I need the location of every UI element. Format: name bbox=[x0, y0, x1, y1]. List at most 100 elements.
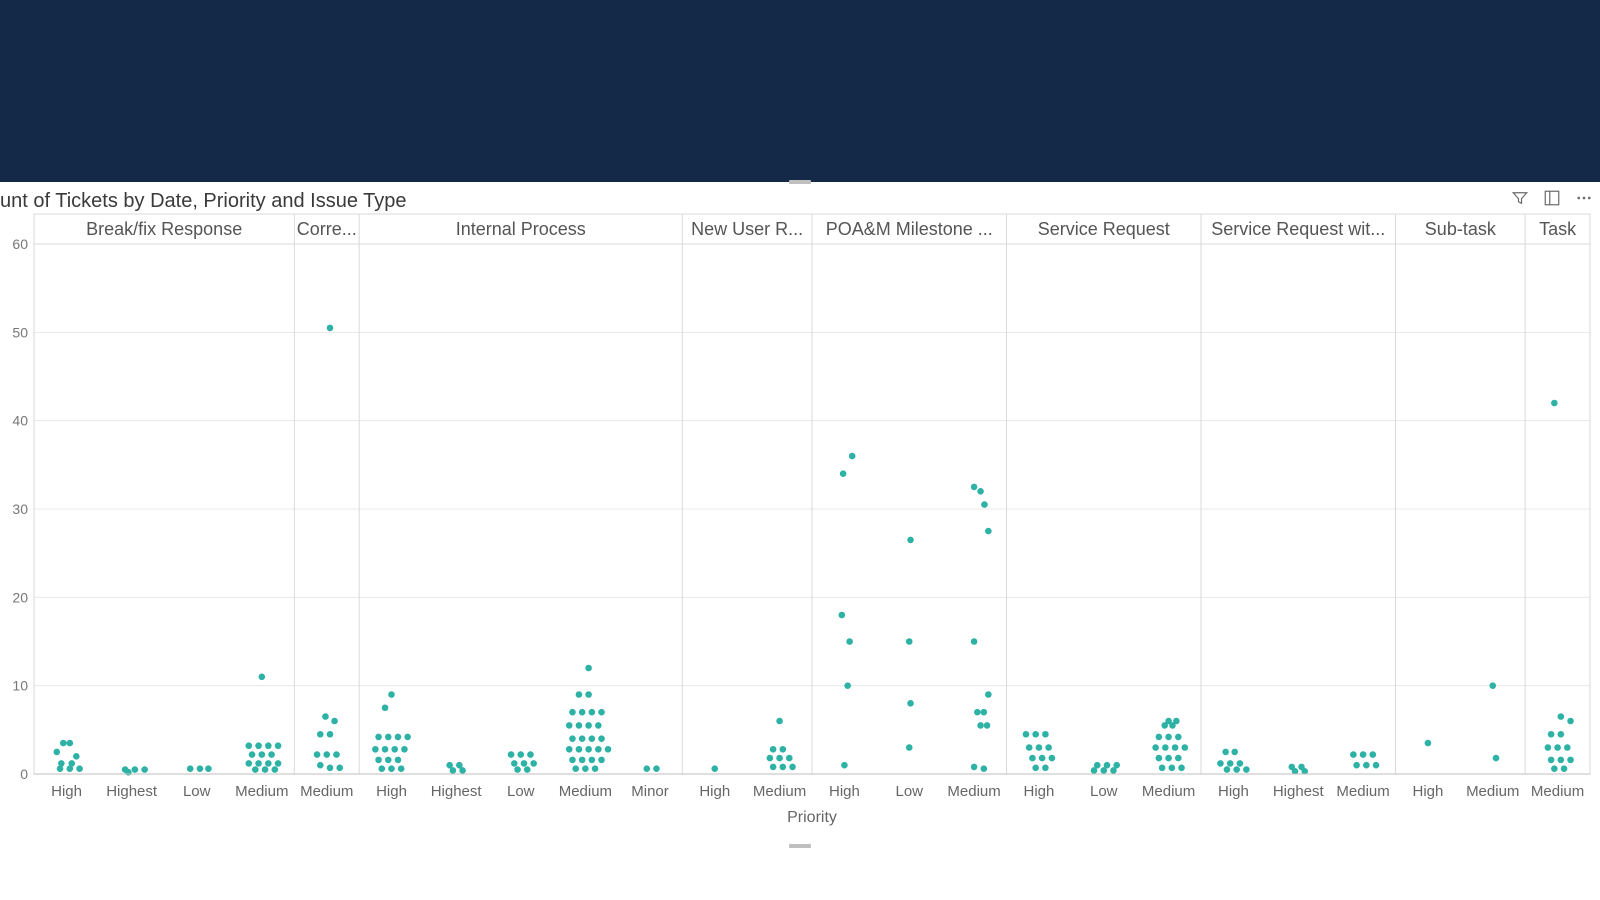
chart-marker[interactable] bbox=[776, 718, 783, 725]
chart-marker[interactable] bbox=[1039, 755, 1046, 762]
chart-marker[interactable] bbox=[268, 751, 275, 758]
chart-marker[interactable] bbox=[981, 765, 988, 772]
chart-marker[interactable] bbox=[582, 765, 589, 772]
chart-marker[interactable] bbox=[1152, 744, 1159, 751]
chart-marker[interactable] bbox=[906, 744, 913, 751]
chart-marker[interactable] bbox=[272, 766, 279, 773]
chart-marker[interactable] bbox=[317, 731, 324, 738]
chart-marker[interactable] bbox=[275, 760, 282, 767]
chart-marker[interactable] bbox=[57, 765, 64, 772]
chart-marker[interactable] bbox=[514, 766, 521, 773]
chart-marker[interactable] bbox=[1023, 731, 1030, 738]
chart-marker[interactable] bbox=[508, 751, 515, 758]
chart-marker[interactable] bbox=[327, 765, 334, 772]
chart-marker[interactable] bbox=[1156, 755, 1163, 762]
chart-marker[interactable] bbox=[530, 760, 537, 767]
chart-marker[interactable] bbox=[53, 749, 60, 756]
chart-marker[interactable] bbox=[839, 612, 846, 619]
chart-marker[interactable] bbox=[1558, 757, 1565, 764]
chart-marker[interactable] bbox=[592, 765, 599, 772]
chart-marker[interactable] bbox=[1165, 755, 1172, 762]
chart-marker[interactable] bbox=[770, 746, 777, 753]
chart-marker[interactable] bbox=[1231, 749, 1238, 756]
chart-marker[interactable] bbox=[395, 757, 402, 764]
chart-marker[interactable] bbox=[1373, 762, 1380, 769]
chart-marker[interactable] bbox=[398, 765, 405, 772]
chart-marker[interactable] bbox=[598, 735, 605, 742]
chart-marker[interactable] bbox=[569, 709, 576, 716]
chart-marker[interactable] bbox=[259, 751, 266, 758]
chart-marker[interactable] bbox=[404, 734, 411, 741]
chart-marker[interactable] bbox=[1156, 734, 1163, 741]
chart-marker[interactable] bbox=[576, 722, 583, 729]
chart-marker[interactable] bbox=[245, 760, 252, 767]
chart-marker[interactable] bbox=[595, 722, 602, 729]
chart-marker[interactable] bbox=[906, 638, 913, 645]
chart-marker[interactable] bbox=[971, 638, 978, 645]
chart-marker[interactable] bbox=[1545, 744, 1552, 751]
chart-marker[interactable] bbox=[1370, 751, 1377, 758]
chart-marker[interactable] bbox=[840, 470, 847, 477]
chart-marker[interactable] bbox=[1237, 760, 1244, 767]
chart-marker[interactable] bbox=[382, 704, 389, 711]
chart-marker[interactable] bbox=[265, 760, 272, 767]
chart-marker[interactable] bbox=[395, 734, 402, 741]
chart-marker[interactable] bbox=[1032, 731, 1039, 738]
chart-marker[interactable] bbox=[333, 751, 340, 758]
chart-marker[interactable] bbox=[1091, 767, 1098, 774]
chart-marker[interactable] bbox=[521, 760, 528, 767]
chart-marker[interactable] bbox=[789, 764, 796, 771]
chart-marker[interactable] bbox=[1161, 722, 1168, 729]
chart-marker[interactable] bbox=[187, 765, 194, 772]
chart-marker[interactable] bbox=[1049, 755, 1056, 762]
chart-marker[interactable] bbox=[1243, 766, 1250, 773]
chart-marker[interactable] bbox=[66, 740, 73, 747]
chart-marker[interactable] bbox=[1551, 400, 1558, 407]
chart-marker[interactable] bbox=[245, 742, 252, 749]
chart-marker[interactable] bbox=[1042, 765, 1049, 772]
chart-marker[interactable] bbox=[327, 325, 334, 332]
chart-marker[interactable] bbox=[589, 709, 596, 716]
chart-marker[interactable] bbox=[1172, 744, 1179, 751]
chart-marker[interactable] bbox=[331, 718, 338, 725]
chart-marker[interactable] bbox=[323, 751, 330, 758]
chart-marker[interactable] bbox=[585, 722, 592, 729]
chart-marker[interactable] bbox=[1350, 751, 1357, 758]
chart-marker[interactable] bbox=[327, 731, 334, 738]
chart-marker[interactable] bbox=[776, 755, 783, 762]
chart-marker[interactable] bbox=[985, 528, 992, 535]
chart-marker[interactable] bbox=[569, 735, 576, 742]
chart-marker[interactable] bbox=[527, 751, 534, 758]
chart-marker[interactable] bbox=[255, 742, 262, 749]
chart-marker[interactable] bbox=[849, 453, 856, 460]
chart-marker[interactable] bbox=[844, 682, 851, 689]
chart-marker[interactable] bbox=[322, 713, 329, 720]
chart-marker[interactable] bbox=[1029, 755, 1036, 762]
chart-marker[interactable] bbox=[569, 757, 576, 764]
chart-marker[interactable] bbox=[132, 766, 139, 773]
chart-marker[interactable] bbox=[907, 537, 914, 544]
chart-marker[interactable] bbox=[585, 665, 592, 672]
chart-marker[interactable] bbox=[1567, 718, 1574, 725]
chart-marker[interactable] bbox=[595, 746, 602, 753]
chart-marker[interactable] bbox=[786, 755, 793, 762]
chart-marker[interactable] bbox=[780, 764, 787, 771]
chart-marker[interactable] bbox=[1425, 740, 1432, 747]
chart-marker[interactable] bbox=[317, 762, 324, 769]
chart-marker[interactable] bbox=[372, 746, 379, 753]
chart-marker[interactable] bbox=[73, 753, 80, 760]
chart-marker[interactable] bbox=[205, 765, 212, 772]
chart-marker[interactable] bbox=[262, 766, 269, 773]
chart-marker[interactable] bbox=[971, 484, 978, 491]
chart-marker[interactable] bbox=[841, 762, 848, 769]
chart-marker[interactable] bbox=[1558, 731, 1565, 738]
chart-marker[interactable] bbox=[977, 722, 984, 729]
chart-marker[interactable] bbox=[566, 746, 573, 753]
chart-marker[interactable] bbox=[517, 751, 524, 758]
chart-marker[interactable] bbox=[1363, 762, 1370, 769]
chart-marker[interactable] bbox=[711, 765, 718, 772]
chart-marker[interactable] bbox=[255, 760, 262, 767]
chart-marker[interactable] bbox=[1554, 744, 1561, 751]
chart-marker[interactable] bbox=[1042, 731, 1049, 738]
chart-marker[interactable] bbox=[60, 740, 67, 747]
